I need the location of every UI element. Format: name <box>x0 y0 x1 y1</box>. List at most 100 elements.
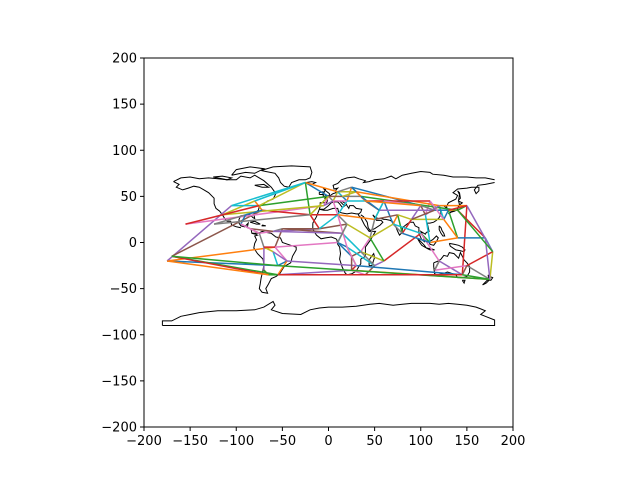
coastline-10 <box>461 279 466 285</box>
connection-line <box>420 232 440 262</box>
coastline-21 <box>231 166 266 176</box>
connection-line <box>319 223 348 230</box>
connection-lines <box>166 181 494 281</box>
connection-line <box>327 195 334 202</box>
connection-line <box>410 205 422 220</box>
connection-line <box>277 264 490 281</box>
connection-line <box>337 191 343 197</box>
connection-line <box>222 200 255 216</box>
connection-line <box>411 209 435 221</box>
connection-line <box>258 233 265 248</box>
coastline-1 <box>173 181 241 229</box>
connection-line <box>447 209 459 239</box>
connection-line <box>373 200 385 220</box>
connection-line <box>397 214 412 221</box>
connection-line <box>369 223 394 239</box>
connection-line <box>337 214 348 225</box>
connection-line <box>337 186 352 193</box>
connection-line <box>341 232 362 253</box>
connection-line <box>167 260 278 267</box>
coastline-17 <box>438 225 446 237</box>
connection-line <box>337 241 353 257</box>
coastline-13 <box>426 247 435 251</box>
connection-line <box>332 200 339 216</box>
connection-line <box>429 200 445 220</box>
connection-line <box>396 214 404 234</box>
y-tick-label: −150 <box>101 374 137 389</box>
connection-line <box>448 204 468 211</box>
connection-line <box>346 246 357 266</box>
connection-line <box>369 237 385 262</box>
connection-line <box>323 200 334 207</box>
connection-line <box>277 260 288 267</box>
connection-line <box>214 214 311 225</box>
connection-line <box>360 195 458 211</box>
connection-line <box>383 200 394 225</box>
connection-line <box>433 260 440 271</box>
connection-line <box>402 232 431 244</box>
connection-line <box>272 251 279 266</box>
connection-line <box>346 246 376 267</box>
connection-line <box>392 214 399 225</box>
x-tick-label: 100 <box>408 434 433 449</box>
connection-line <box>222 204 324 216</box>
connection-line <box>213 214 246 225</box>
coastline-24 <box>249 220 261 225</box>
connection-line <box>171 255 278 267</box>
coastline-23 <box>254 183 271 188</box>
coastline-18 <box>322 188 330 197</box>
coastline-2 <box>261 165 313 188</box>
connection-line <box>272 251 288 262</box>
y-tick-label: 50 <box>120 190 137 205</box>
connection-line <box>466 264 491 281</box>
coastline-14 <box>428 235 439 246</box>
connection-line <box>489 251 494 280</box>
connection-line <box>305 181 338 193</box>
coastline-0 <box>173 174 297 294</box>
connection-line <box>231 181 306 207</box>
connection-line <box>171 209 263 257</box>
connection-line <box>337 214 375 221</box>
connection-line <box>462 274 491 281</box>
connection-line <box>258 181 306 207</box>
y-tick-label: −50 <box>110 282 137 297</box>
y-tick-label: −200 <box>101 421 137 436</box>
connection-line <box>461 205 468 275</box>
connection-line <box>369 219 376 239</box>
connection-line <box>392 223 403 234</box>
connection-line <box>304 182 311 215</box>
connection-line <box>392 223 422 235</box>
connection-line <box>309 195 330 216</box>
x-tick-label: −150 <box>172 434 208 449</box>
connection-line <box>185 204 260 225</box>
connection-line <box>305 181 329 198</box>
x-axis: −200 −150 −100 −50 0 50 100 150 200 <box>126 427 525 449</box>
connection-line <box>240 223 260 234</box>
connection-line <box>171 255 269 276</box>
plot-area <box>161 165 496 326</box>
x-tick-label: 50 <box>366 434 383 449</box>
y-tick-label: 150 <box>112 98 137 113</box>
connection-line <box>185 204 324 225</box>
coastline-26 <box>457 190 461 202</box>
connection-line <box>374 260 385 267</box>
connection-line <box>360 195 380 211</box>
connection-line <box>356 264 463 276</box>
x-tick-label: 150 <box>454 434 479 449</box>
connection-line <box>424 214 431 243</box>
y-tick-label: −100 <box>101 328 137 343</box>
connection-line <box>259 195 329 207</box>
connection-line <box>274 246 288 262</box>
coastline-22 <box>213 175 234 181</box>
connection-line <box>337 223 348 243</box>
connection-line <box>336 214 348 248</box>
connection-line <box>245 209 263 216</box>
connection-line <box>365 200 421 207</box>
connection-line <box>434 264 468 271</box>
connection-line <box>461 265 468 276</box>
connection-line <box>457 209 494 253</box>
connection-line <box>240 214 247 225</box>
connection-line <box>318 214 339 230</box>
y-tick-label: 200 <box>112 52 137 67</box>
